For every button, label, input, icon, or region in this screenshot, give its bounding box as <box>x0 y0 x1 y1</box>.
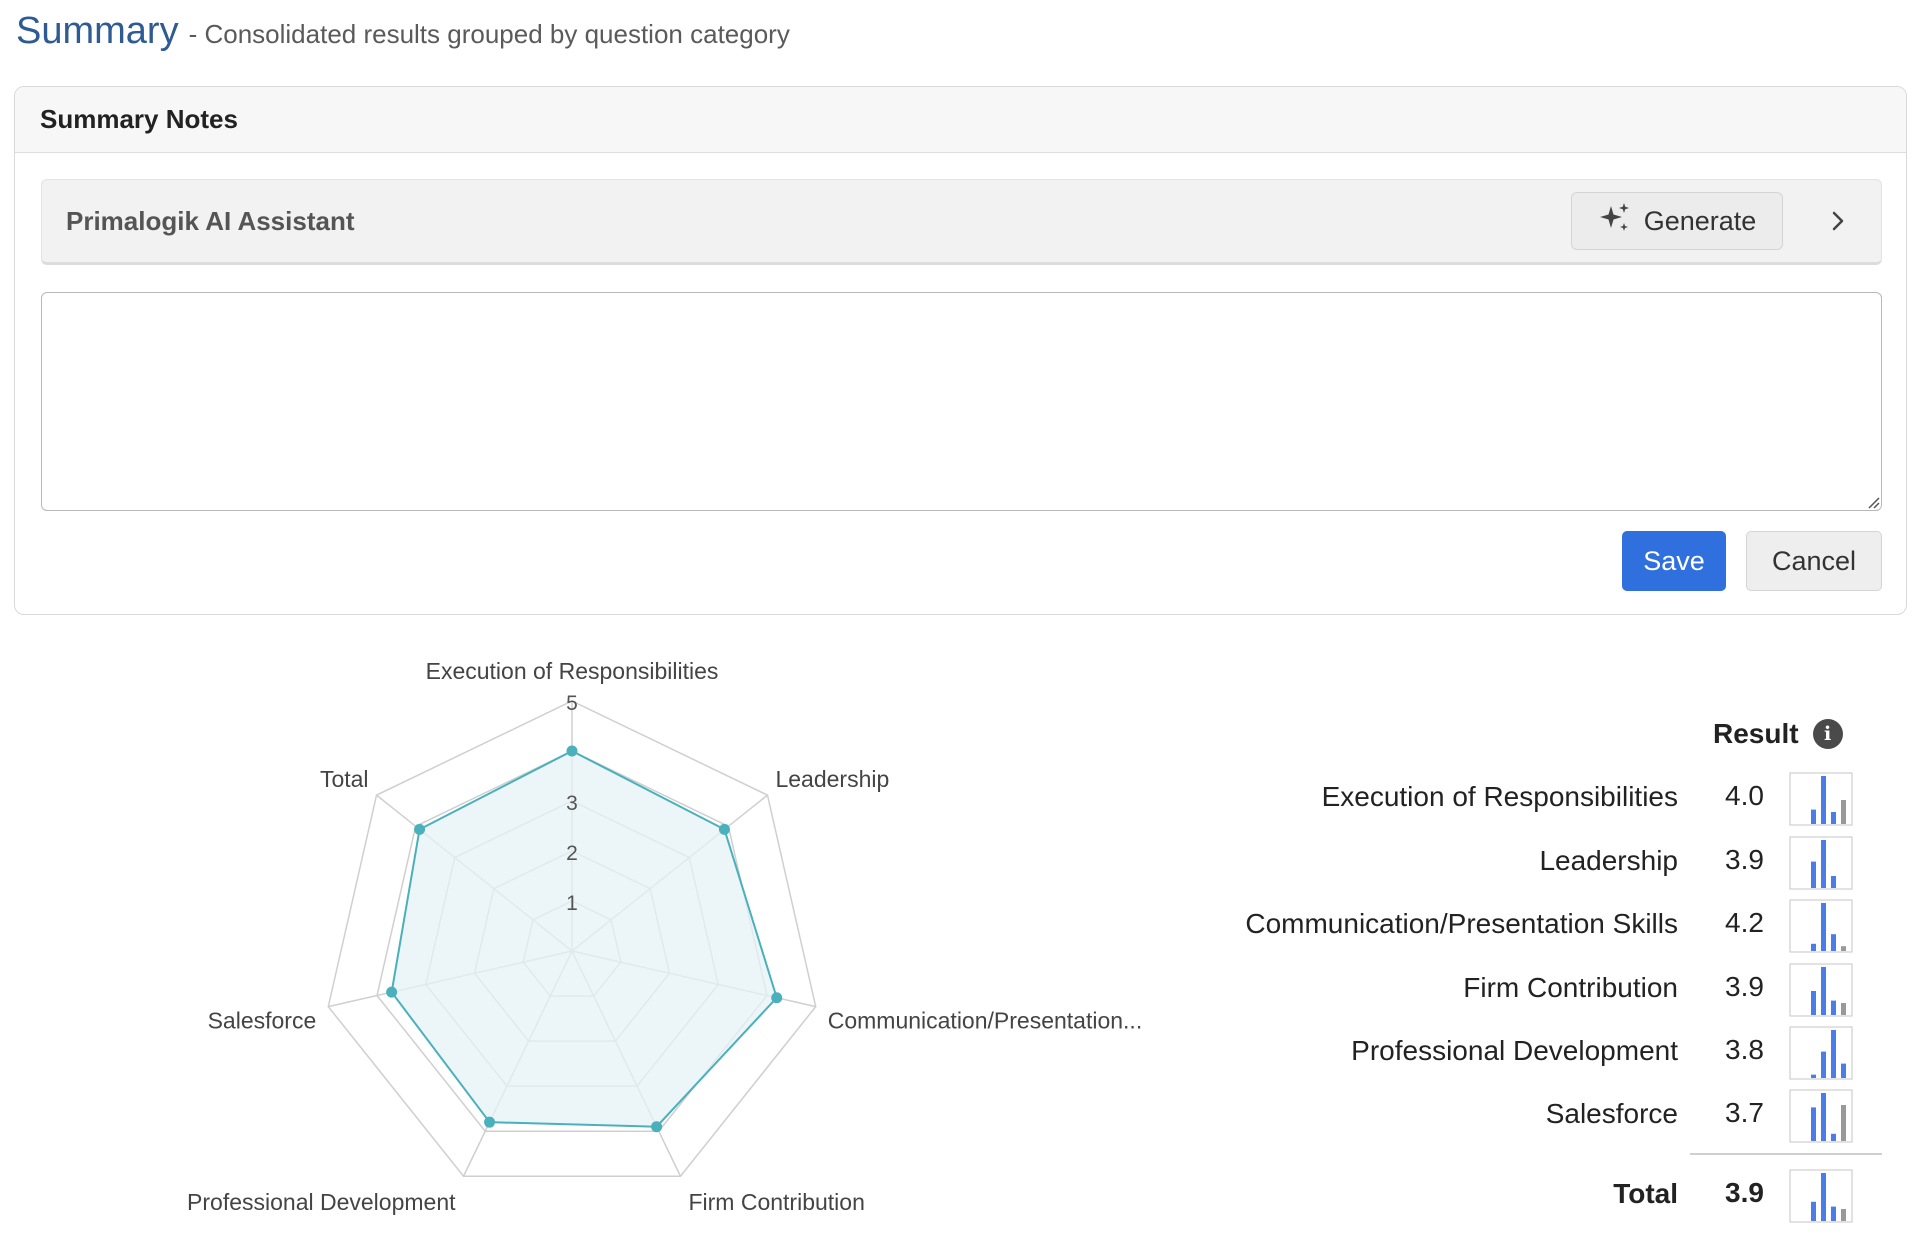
results-row: Communication/Presentation Skills 4.2 <box>1180 899 1860 953</box>
category-score: 3.9 <box>1725 844 1764 875</box>
sparkline-bar <box>1821 1173 1826 1221</box>
page-subtitle: - Consolidated results grouped by questi… <box>188 19 790 49</box>
sparkline-bar <box>1831 1000 1836 1015</box>
category-score: 3.7 <box>1725 1097 1764 1128</box>
sparkline-bar <box>1821 776 1826 824</box>
cancel-button[interactable]: Cancel <box>1746 531 1882 591</box>
sparkline-bar <box>1841 1105 1846 1141</box>
distribution-sparkline <box>1789 963 1853 1017</box>
sparkline-bar <box>1821 840 1826 888</box>
radar-data-point <box>651 1121 663 1133</box>
distribution-sparkline <box>1789 1089 1853 1143</box>
radar-data-point <box>718 823 730 835</box>
radar-grid-ring <box>327 700 817 1177</box>
radar-data-point <box>414 823 426 835</box>
radar-tick-label: 2 <box>566 842 578 865</box>
distribution-sparkline <box>1789 772 1853 826</box>
radar-chart: 1 2 3 5 Execution of Responsibilities Leaders… <box>187 658 1142 1215</box>
distribution-sparkline <box>1789 1026 1853 1080</box>
sparkline-bar <box>1831 934 1836 951</box>
radar-axis-label: Execution of Responsibilities <box>426 658 719 684</box>
distribution-sparkline <box>1789 836 1853 890</box>
distribution-sparkline <box>1789 1169 1853 1223</box>
save-button[interactable]: Save <box>1622 531 1726 591</box>
chevron-right-icon[interactable] <box>1823 209 1853 233</box>
resize-handle-icon[interactable] <box>1866 495 1904 612</box>
generate-label: Generate <box>1643 205 1757 236</box>
sparkline-bar <box>1811 1107 1816 1141</box>
radar-tick-label: 5 <box>566 692 578 715</box>
sparkle-icon <box>1598 201 1632 242</box>
results-row: Salesforce 3.7 <box>1180 1089 1860 1143</box>
category-label: Salesforce <box>1545 1098 1678 1129</box>
category-label: Execution of Responsibilities <box>1321 781 1678 812</box>
sparkline-bar <box>1811 1074 1816 1078</box>
radar-axis-label: Leadership <box>775 766 889 792</box>
category-label: Leadership <box>1539 845 1678 876</box>
sparkline-bar <box>1841 946 1846 951</box>
card-title: Summary Notes <box>40 104 238 134</box>
sparkline-bar <box>1811 1201 1816 1221</box>
sparkline-bar <box>1811 809 1816 824</box>
radar-tick-label: 1 <box>566 892 578 915</box>
results-row: Firm Contribution 3.9 <box>1180 963 1860 1017</box>
sparkline-bar <box>1841 1209 1846 1221</box>
sparkline-bar <box>1841 800 1846 824</box>
distribution-sparkline <box>1789 899 1853 953</box>
radar-tick-label: 3 <box>566 792 578 815</box>
sparkline-bar <box>1831 812 1836 824</box>
category-score: 3.9 <box>1725 971 1764 1002</box>
results-total-row: Total 3.9 <box>1180 1169 1860 1223</box>
sparkline-bar <box>1831 1133 1836 1141</box>
radar-axis-label: Communication/Presentation... <box>828 1008 1142 1034</box>
sparkline-bar <box>1811 943 1816 951</box>
radar-data-point <box>484 1116 496 1128</box>
results-header-label: Result <box>1713 718 1799 749</box>
category-label: Firm Contribution <box>1463 972 1678 1003</box>
sparkline-bar <box>1821 1093 1826 1141</box>
sparkline-bar <box>1821 903 1826 951</box>
radar-grid-ring <box>376 750 768 1132</box>
sparkline-bar <box>1831 1206 1836 1221</box>
total-divider <box>1690 1153 1882 1155</box>
radar-data-point <box>386 986 398 998</box>
radar-axis-label: Total <box>320 766 369 792</box>
ai-assistant-title: Primalogik AI Assistant <box>66 205 355 236</box>
sparkline-bar <box>1831 1030 1836 1078</box>
radar-axis-label: Professional Development <box>187 1189 456 1215</box>
info-icon[interactable]: i <box>1812 719 1843 749</box>
sparkline-bar <box>1811 991 1816 1015</box>
summary-notes-textarea[interactable] <box>41 292 1882 511</box>
radar-axis-label: Firm Contribution <box>688 1189 864 1215</box>
results-header: Result i <box>1713 718 1843 750</box>
sparkline-bar <box>1821 1051 1826 1078</box>
category-label: Communication/Presentation Skills <box>1245 908 1678 939</box>
category-score: 4.2 <box>1725 907 1764 938</box>
sparkline-bar <box>1831 876 1836 888</box>
category-label: Professional Development <box>1351 1035 1678 1066</box>
category-label: Total <box>1613 1178 1678 1209</box>
category-score: 4.0 <box>1725 780 1764 811</box>
card-header: Summary Notes <box>15 87 1906 153</box>
results-row: Leadership 3.9 <box>1180 836 1860 890</box>
radar-data-point <box>566 745 578 757</box>
results-row: Execution of Responsibilities 4.0 <box>1180 772 1860 826</box>
category-score: 3.8 <box>1725 1034 1764 1065</box>
sparkline-bar <box>1811 861 1816 888</box>
page-header: Summary - Consolidated results grouped b… <box>16 10 790 60</box>
summary-notes-card: Summary Notes Primalogik AI Assistant Ge… <box>14 86 1907 615</box>
sparkline-bar <box>1841 1003 1846 1015</box>
ai-assistant-panel[interactable]: Primalogik AI Assistant Generate <box>41 179 1882 265</box>
category-score: 3.9 <box>1725 1177 1764 1208</box>
sparkline-bar <box>1841 1063 1846 1078</box>
sparkline-bar <box>1821 967 1826 1015</box>
generate-button[interactable]: Generate <box>1571 192 1783 250</box>
radar-axis-label: Salesforce <box>208 1008 317 1034</box>
results-row: Professional Development 3.8 <box>1180 1026 1860 1080</box>
page-title: Summary <box>16 10 179 52</box>
radar-series-area <box>390 749 778 1128</box>
radar-data-point <box>771 992 783 1004</box>
